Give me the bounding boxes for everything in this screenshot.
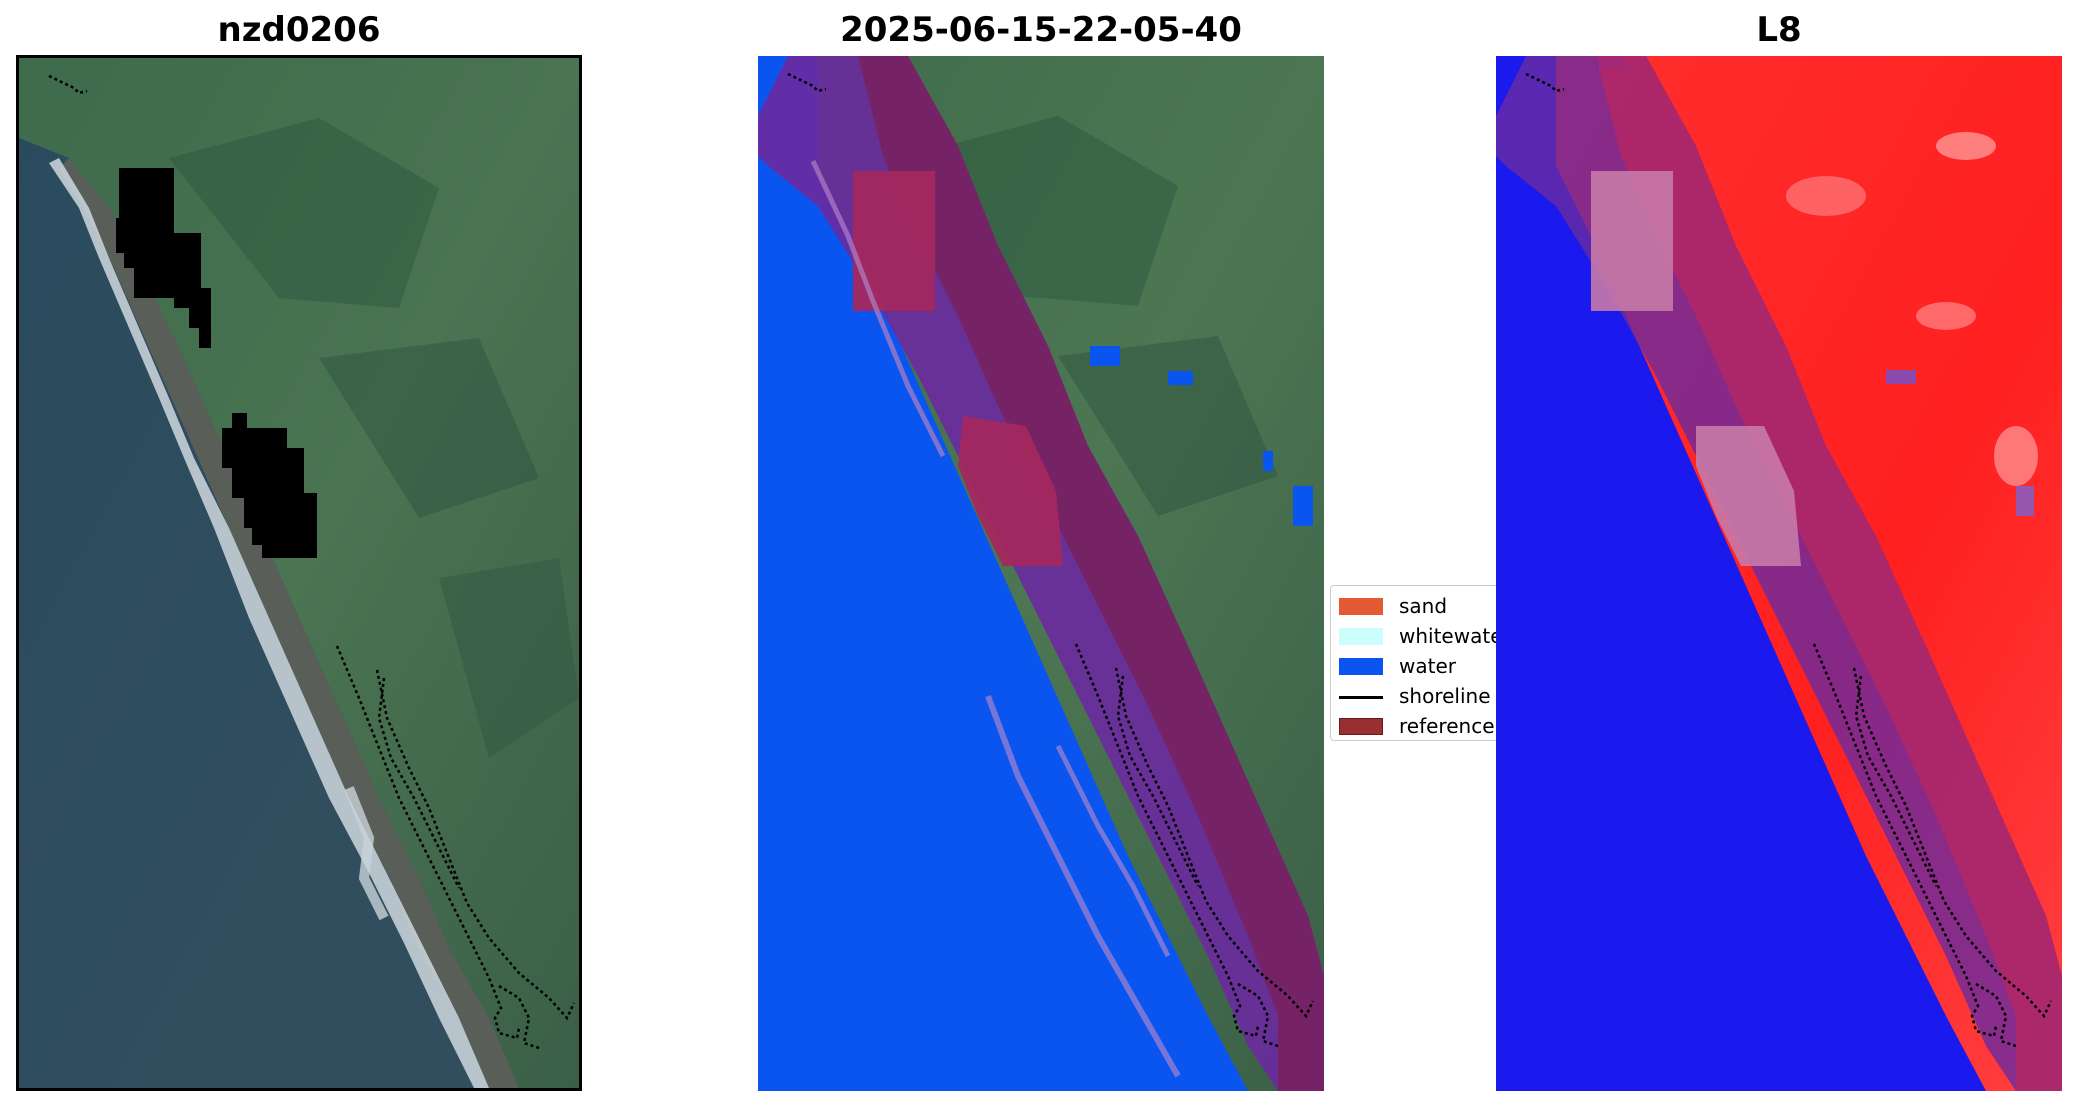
panel-title-index: L8	[1756, 10, 1802, 50]
shoreline-trace	[48, 74, 576, 1050]
cloud-mask	[222, 413, 317, 558]
cloud-mask	[116, 168, 211, 348]
classified-image-panel	[758, 56, 1324, 1091]
legend-item-water: water	[1331, 650, 1498, 680]
legend-item-sand: sand	[1331, 590, 1498, 620]
panel-title-classified: 2025-06-15-22-05-40	[840, 10, 1242, 50]
panel-title-rgb: nzd0206	[217, 10, 381, 50]
rgb-image-panel	[16, 55, 582, 1091]
shoreline-trace	[1525, 72, 2053, 1048]
classified-image	[758, 56, 1324, 1091]
legend-label-water: water	[1399, 654, 1456, 678]
index-image	[1496, 56, 2062, 1091]
water-index	[1496, 56, 1986, 1091]
legend-swatch-sand	[1339, 598, 1383, 615]
legend-item-reference: reference	[1331, 710, 1498, 740]
classification-legend: sand whitewater water shoreline referenc…	[1330, 585, 1498, 741]
legend-label-sand: sand	[1399, 594, 1448, 618]
legend-swatch-water	[1339, 658, 1383, 675]
index-image-panel	[1496, 56, 2062, 1091]
legend-swatch-reference	[1339, 718, 1383, 735]
rgb-image	[19, 58, 579, 1088]
shoreline-trace	[787, 72, 1315, 1048]
legend-item-whitewater: whitewater	[1331, 620, 1498, 650]
legend-swatch-shoreline	[1339, 696, 1383, 699]
legend-swatch-whitewater	[1339, 628, 1383, 645]
legend-item-shoreline: shoreline	[1331, 680, 1498, 710]
legend-label-shoreline: shoreline	[1399, 684, 1491, 708]
legend-label-reference: reference	[1399, 714, 1495, 738]
reference-buffer	[758, 56, 1324, 1091]
legend-label-whitewater: whitewater	[1399, 624, 1498, 648]
